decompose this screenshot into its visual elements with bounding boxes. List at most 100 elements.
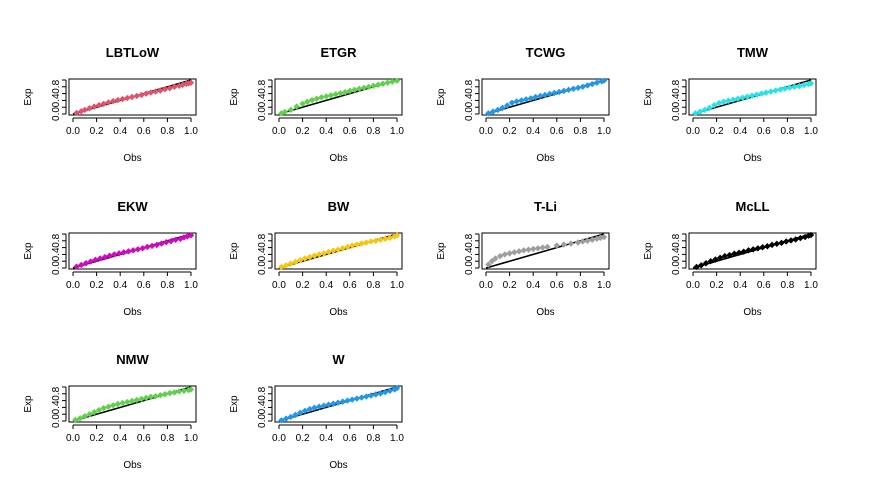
- y-axis-title: Exp: [229, 242, 240, 260]
- panel-title: TMW: [737, 45, 769, 60]
- data-point: [129, 247, 137, 254]
- y-axis: 0.00.40.8: [51, 79, 67, 121]
- points: [73, 79, 195, 117]
- data-point: [337, 90, 344, 97]
- points: [278, 77, 401, 117]
- x-tick-label: 1.0: [804, 280, 818, 291]
- y-tick-label: 0.8: [51, 386, 62, 400]
- data-point: [759, 244, 766, 251]
- data-point: [567, 240, 575, 247]
- data-point: [712, 256, 719, 263]
- data-point: [325, 248, 332, 256]
- data-point: [172, 236, 179, 243]
- y-axis-title: Exp: [229, 88, 240, 106]
- data-point: [167, 237, 175, 245]
- data-point: [360, 84, 368, 92]
- data-point: [351, 86, 358, 94]
- plot-frame: [274, 78, 403, 116]
- x-tick-label: 0.2: [296, 433, 310, 444]
- x-axis: 0.0 0.2 0.4 0.6 0.8 1.0: [66, 271, 198, 291]
- data-point: [139, 245, 146, 252]
- data-point: [520, 247, 527, 254]
- x-axis-title: Obs: [743, 307, 761, 318]
- plot-frame: [274, 232, 403, 270]
- x-tick-label: 0.4: [319, 126, 333, 137]
- data-point: [334, 399, 342, 406]
- x-tick-label: 0.2: [503, 280, 517, 291]
- x-tick-label: 0.2: [296, 280, 310, 291]
- data-point: [511, 249, 518, 256]
- data-point: [731, 250, 738, 257]
- data-point: [281, 108, 289, 116]
- x-tick-label: 0.8: [366, 126, 380, 137]
- data-point: [508, 99, 516, 106]
- y-axis: 0.00.40.8: [51, 233, 67, 275]
- data-point: [339, 398, 346, 405]
- data-point: [73, 263, 80, 270]
- data-point: [138, 91, 145, 99]
- data-point: [114, 400, 122, 408]
- data-point: [553, 242, 560, 249]
- data-point: [320, 250, 328, 257]
- data-point: [119, 399, 126, 407]
- y-tick-label: 0.4: [464, 93, 475, 107]
- data-point: [92, 256, 99, 264]
- x-tick-label: 0.8: [160, 280, 174, 291]
- x-tick-label: 0.6: [343, 126, 357, 137]
- data-point: [325, 401, 332, 408]
- data-point: [287, 106, 294, 114]
- data-point: [726, 251, 733, 259]
- data-point: [308, 96, 316, 104]
- y-axis: 0.00.40.8: [257, 386, 273, 428]
- x-axis-title: Obs: [329, 307, 347, 318]
- data-point: [327, 92, 335, 99]
- x-axis-title: Obs: [329, 460, 347, 471]
- y-axis-title: Exp: [436, 242, 447, 260]
- data-point: [570, 85, 577, 93]
- x-tick-label: 0.0: [272, 280, 286, 291]
- x-tick-label: 0.6: [137, 280, 151, 291]
- data-point: [344, 243, 351, 251]
- data-point: [278, 417, 285, 424]
- x-tick-label: 0.6: [550, 126, 564, 137]
- data-point: [133, 92, 140, 100]
- plot-frame: [688, 78, 817, 116]
- x-axis: 0.0 0.2 0.4 0.6 0.8 1.0: [686, 117, 818, 137]
- x-tick-label: 0.4: [526, 280, 540, 291]
- x-tick-label: 0.0: [66, 280, 80, 291]
- points: [278, 232, 401, 271]
- data-point: [767, 88, 775, 95]
- data-point: [786, 84, 793, 91]
- data-point: [100, 100, 107, 107]
- data-point: [513, 98, 520, 105]
- data-point: [157, 391, 164, 399]
- data-point: [787, 237, 795, 244]
- data-point: [518, 97, 525, 104]
- y-tick-label: 0.0: [51, 261, 62, 275]
- x-tick-label: 1.0: [390, 126, 404, 137]
- data-point: [393, 384, 401, 392]
- data-point: [147, 89, 155, 96]
- y-tick-label: 0.0: [257, 107, 268, 121]
- data-point: [299, 100, 306, 107]
- plot-frame: [274, 385, 403, 423]
- x-tick-label: 0.2: [710, 126, 724, 137]
- y-tick-label: 0.0: [257, 261, 268, 275]
- data-point: [332, 91, 339, 98]
- y-tick-label: 0.4: [257, 400, 268, 414]
- x-tick-label: 0.8: [780, 280, 794, 291]
- data-point: [348, 396, 356, 403]
- data-point: [370, 82, 377, 89]
- data-point: [374, 81, 382, 88]
- x-tick-label: 0.0: [272, 433, 286, 444]
- data-point: [801, 233, 809, 241]
- data-point: [339, 245, 346, 252]
- data-point: [389, 78, 396, 85]
- data-point: [115, 250, 123, 257]
- data-point: [501, 251, 509, 258]
- data-point: [735, 249, 743, 256]
- data-point: [377, 390, 384, 397]
